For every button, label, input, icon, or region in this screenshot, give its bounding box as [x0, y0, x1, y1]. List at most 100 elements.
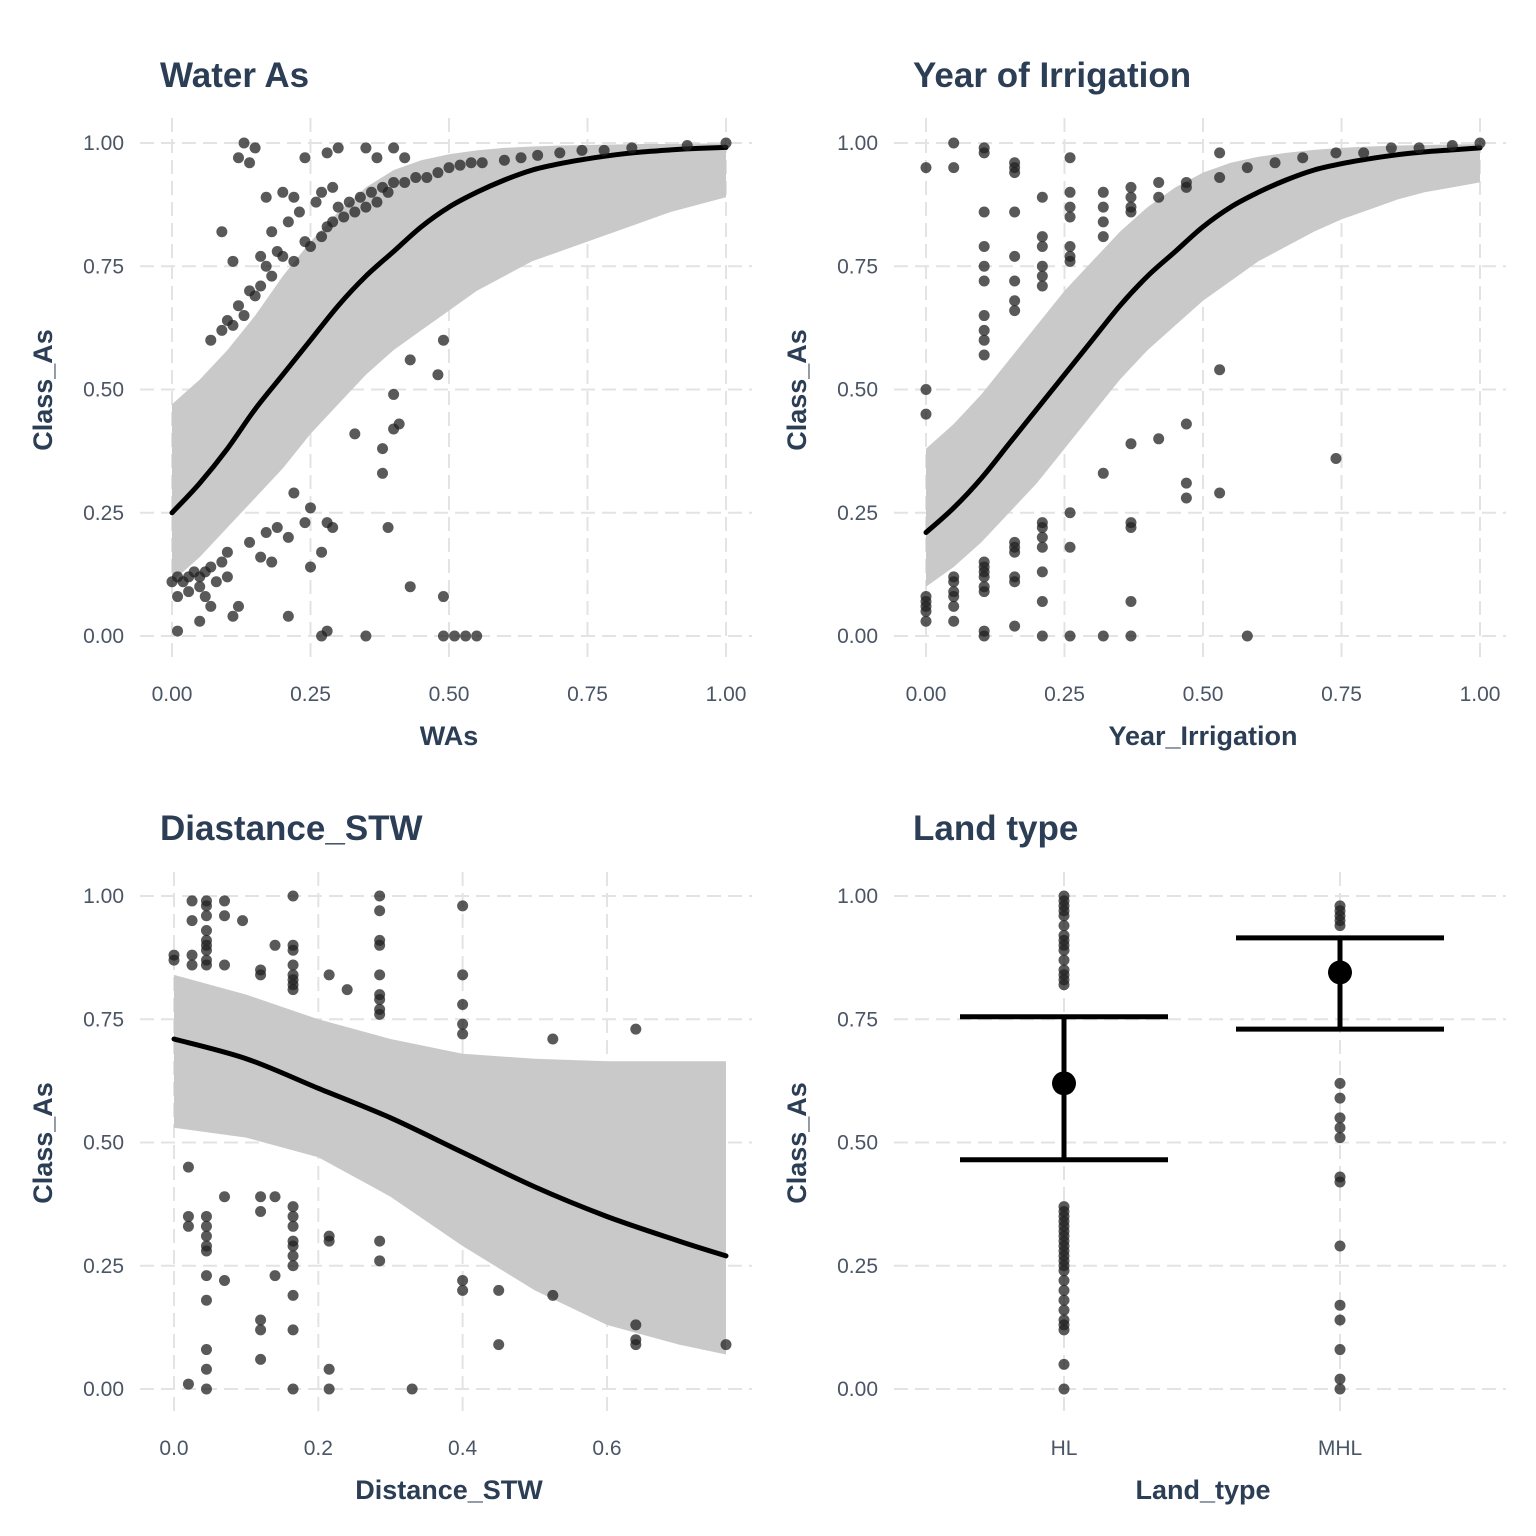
data-point: [1334, 1176, 1346, 1188]
y-axis-label: Class_As: [782, 329, 812, 451]
data-point: [1009, 206, 1021, 218]
data-point: [630, 1339, 642, 1351]
data-point: [200, 959, 212, 971]
data-point: [1058, 1275, 1070, 1287]
data-point: [255, 1206, 267, 1218]
data-point: [186, 895, 198, 907]
data-point: [720, 137, 732, 149]
data-point: [457, 1284, 469, 1296]
data-point: [1334, 1077, 1346, 1089]
data-point: [1214, 364, 1226, 376]
data-point: [287, 959, 299, 971]
data-point: [1125, 191, 1137, 203]
data-point: [1413, 142, 1425, 154]
y-tick-label: 1.00: [83, 885, 124, 908]
data-point: [1097, 467, 1109, 479]
data-point: [476, 157, 488, 169]
data-point: [1334, 1240, 1346, 1252]
data-point: [1180, 418, 1192, 430]
y-tick-label: 0.75: [837, 255, 878, 278]
x-tick-label: 0.00: [906, 683, 947, 706]
data-point: [1009, 305, 1021, 317]
data-point: [219, 1275, 231, 1287]
x-tick-label: 0.50: [429, 683, 470, 706]
y-tick-label: 1.00: [837, 885, 878, 908]
data-point: [332, 142, 344, 154]
x-tick-label: 0.50: [1183, 683, 1224, 706]
data-point: [1097, 186, 1109, 198]
data-point: [287, 1210, 299, 1222]
data-point: [1064, 201, 1076, 213]
data-point: [327, 181, 339, 193]
data-point: [920, 615, 932, 627]
data-point: [374, 1235, 386, 1247]
data-point: [200, 910, 212, 922]
data-point: [1334, 1373, 1346, 1385]
data-point: [323, 1363, 335, 1375]
data-point: [421, 172, 433, 184]
data-point: [1125, 181, 1137, 193]
data-point: [377, 467, 389, 479]
data-point: [493, 1284, 505, 1296]
fit-line: [169, 144, 729, 516]
y-tick-label: 0.75: [837, 1008, 878, 1031]
data-point: [978, 275, 990, 287]
data-point: [255, 1353, 267, 1365]
data-point: [200, 1383, 212, 1395]
y-tick-label: 0.50: [837, 1132, 878, 1155]
x-tick-label: 0.25: [290, 683, 331, 706]
data-point: [323, 1235, 335, 1247]
y-axis-label: Class_As: [782, 1082, 812, 1204]
data-point: [266, 556, 278, 568]
data-point: [199, 591, 211, 603]
data-point: [1330, 147, 1342, 159]
fit-line: [923, 145, 1483, 535]
data-point: [1058, 1304, 1070, 1316]
data-point: [299, 517, 311, 529]
x-tick-label: 0.6: [592, 1437, 621, 1460]
data-point: [341, 984, 353, 996]
data-point: [1058, 910, 1070, 922]
data-point: [1334, 1314, 1346, 1326]
data-point: [404, 354, 416, 366]
data-point: [244, 536, 256, 548]
data-point: [1180, 492, 1192, 504]
data-point: [1097, 201, 1109, 213]
y-tick-label: 0.50: [83, 1132, 124, 1155]
data-point: [255, 551, 267, 563]
data-point: [374, 1255, 386, 1267]
data-point: [305, 561, 316, 573]
data-point: [978, 324, 990, 336]
data-point: [1036, 630, 1048, 642]
data-point: [1036, 541, 1048, 553]
data-point: [288, 191, 300, 203]
data-point: [1036, 191, 1048, 203]
y-tick-label: 0.00: [83, 1378, 124, 1401]
data-point: [1180, 181, 1192, 193]
data-point: [948, 591, 960, 603]
data-point: [244, 285, 256, 297]
data-point: [287, 1383, 299, 1395]
data-point: [277, 250, 289, 262]
data-point: [219, 895, 231, 907]
data-point: [349, 206, 361, 218]
data-point: [1214, 172, 1226, 184]
data-point: [399, 176, 411, 188]
data-point: [1334, 1132, 1346, 1144]
data-point: [374, 939, 386, 951]
data-point: [232, 600, 244, 612]
data-point: [471, 630, 483, 642]
y-tick-label: 1.00: [837, 132, 878, 155]
data-point: [1334, 1344, 1346, 1356]
data-point: [221, 546, 233, 558]
y-tick-label: 0.75: [83, 255, 124, 278]
data-point: [493, 1339, 505, 1351]
data-point: [1036, 231, 1048, 243]
data-point: [1058, 1284, 1070, 1296]
data-point: [255, 1324, 267, 1336]
data-point: [287, 984, 299, 996]
data-point: [457, 900, 469, 912]
data-point: [269, 1191, 281, 1203]
data-point: [200, 1270, 212, 1282]
